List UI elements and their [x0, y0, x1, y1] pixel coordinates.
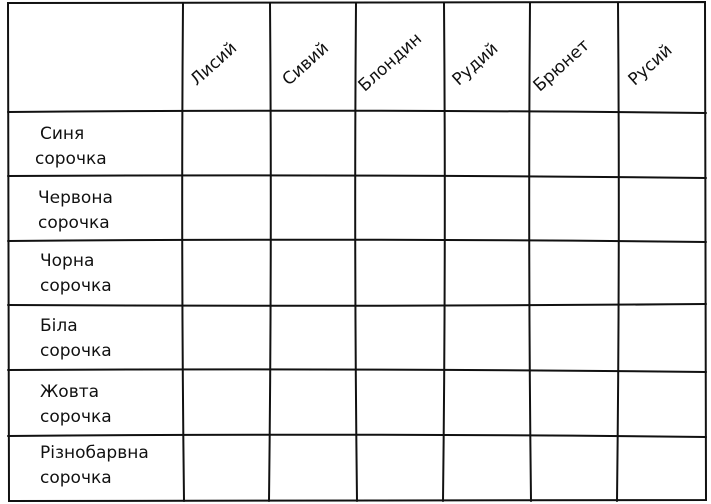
col-divider	[268, 2, 272, 502]
row-divider	[7, 368, 707, 373]
col-divider	[442, 2, 446, 502]
row-label-line: Синя	[40, 124, 85, 144]
row-divider	[7, 238, 707, 243]
row-label: Червона сорочка	[38, 186, 113, 236]
header-divider	[7, 109, 707, 114]
col-divider	[181, 2, 185, 502]
row-label-line: сорочка	[40, 407, 112, 427]
row-label: Різнобарвна сорочка	[40, 441, 149, 491]
row-divider	[7, 433, 707, 438]
col-divider	[528, 2, 532, 502]
row-label-line: сорочка	[40, 468, 112, 488]
row-label-line: сорочка	[35, 149, 107, 169]
row-divider	[7, 174, 707, 179]
row-label-line: сорочка	[40, 276, 112, 296]
row-label-line: Жовта	[40, 382, 100, 402]
row-label-line: Різнобарвна	[40, 443, 149, 463]
row-label: Жовта сорочка	[40, 380, 112, 430]
row-label-line: Червона	[38, 188, 113, 208]
outer-border	[6, 0, 708, 503]
row-label: Синя сорочка	[35, 122, 107, 172]
row-label-line: Біла	[40, 316, 78, 336]
col-divider	[354, 2, 358, 502]
row-divider	[7, 303, 707, 307]
row-label-line: Чорна	[40, 251, 95, 271]
row-label-line: сорочка	[38, 213, 110, 233]
col-divider	[616, 2, 620, 502]
row-label: Чорна сорочка	[40, 249, 112, 299]
row-label-line: сорочка	[40, 341, 112, 361]
row-label: Біла сорочка	[40, 314, 112, 364]
